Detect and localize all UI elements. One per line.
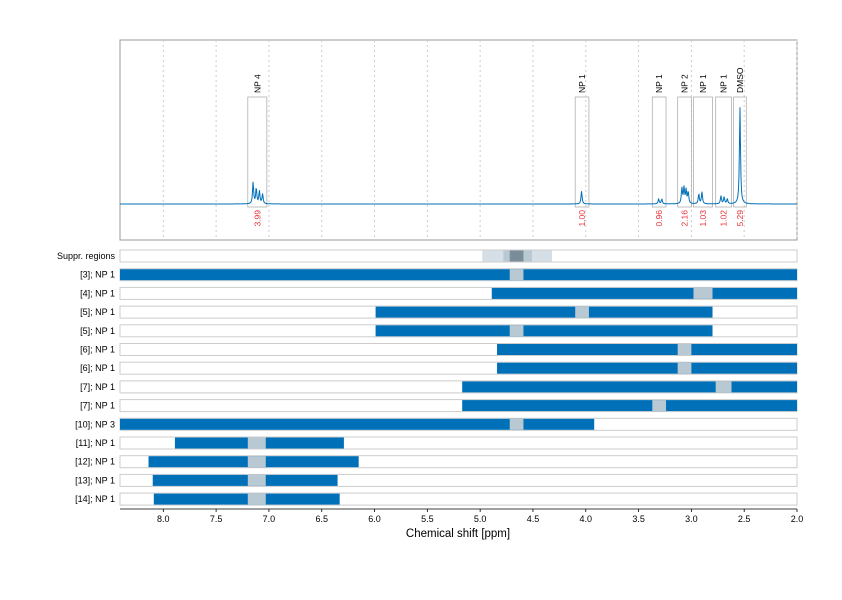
integral-value: 3.99 [252,210,262,227]
row-label: [11]; NP 1 [76,438,115,448]
integration-box [693,96,713,208]
integration-label: NP 1 [719,74,729,93]
tick-label: 5.0 [474,514,487,524]
integral-value: 0.96 [654,210,664,227]
range-gap [575,306,589,318]
integration-box [574,96,590,208]
range-bar [120,269,797,281]
range-gap [247,474,266,486]
integral-value: 5.29 [735,210,745,227]
range-gap [509,418,524,430]
row-label: [5]; NP 1 [80,307,115,317]
tick-label: 7.0 [263,514,276,524]
tick-label: 3.0 [685,514,698,524]
tick-label: 4.5 [527,514,540,524]
integration-box [247,96,268,208]
integration-box [651,96,667,208]
tick-label: 4.0 [580,514,593,524]
range-bar [497,344,797,355]
spectrum-frame [119,39,798,241]
row-label: [12]; NP 1 [75,457,115,467]
tick-label: 5.5 [421,514,434,524]
range-bar [120,418,595,430]
range-bar [491,287,797,299]
row-label: [3]; NP 1 [80,270,115,280]
row-label: [4]; NP 1 [80,288,115,298]
range-bar [375,306,713,318]
x-axis: 8.0 7.5 7.0 6.5 6.0 5.5 5.0 4.5 4.0 3.5 3.0 2.5 2.0 [120,508,804,524]
row-label: [5]; NP 1 [80,326,115,336]
integral-value: 1.00 [577,210,587,227]
row-label: [7]; NP 1 [80,401,115,411]
integral-value: 1.02 [719,210,729,227]
range-gap [677,344,692,355]
row-label: Suppr. regions [57,251,116,261]
integration-box [677,96,692,208]
range-gap [509,325,524,337]
integration-label: NP 4 [252,74,262,93]
integration-label: NP 2 [680,74,690,93]
tick-label: 2.5 [738,514,751,524]
tick-label: 6.0 [368,514,381,524]
tick-label: 6.5 [315,514,328,524]
range-gap [509,269,524,281]
row-label: [6]; NP 1 [80,345,115,355]
tick-label: 7.5 [210,514,223,524]
range-rows: Suppr. regions [3]; NP 1 [4]; NP 1 [5]; NP … [57,249,798,506]
integral-value: 1.03 [698,210,708,227]
range-gap [247,437,266,449]
integration-label: DMSO [735,67,745,93]
integration-box [715,96,732,208]
suppressed-band [509,250,524,262]
range-gap [677,362,692,374]
range-gap [652,400,667,412]
integration-box [733,96,747,208]
range-gap [693,287,713,299]
row-frame [119,249,798,263]
integral-value: 2.16 [680,210,690,227]
row-label: [14]; NP 1 [75,494,115,504]
tick-label: 2.0 [791,514,804,524]
x-axis-label: Chemical shift [ppm] [406,528,510,540]
range-bar [462,400,797,412]
range-gap [247,456,266,468]
range-bar [497,362,797,374]
tick-label: 3.5 [632,514,645,524]
row-label: [7]; NP 1 [80,382,115,392]
range-bar [462,381,797,393]
range-bar [153,493,340,505]
range-bar [152,474,338,486]
range-gap [247,493,266,505]
tick-label: 8.0 [157,514,170,524]
row-label: [10]; NP 3 [75,419,115,429]
range-gap [715,381,732,393]
spectrum-panel: NP 4 3.99 NP 1 1.00 NP 1 0.96 NP 2 2.16 NP 1 1.03… [119,39,798,241]
integration-label: NP 1 [654,74,664,93]
spectrum-line [120,107,797,205]
integration-label: NP 1 [577,74,587,93]
integration-label: NP 1 [698,74,708,93]
row-label: [6]; NP 1 [80,363,115,373]
range-bar [375,325,713,337]
row-label: [13]; NP 1 [75,475,115,485]
